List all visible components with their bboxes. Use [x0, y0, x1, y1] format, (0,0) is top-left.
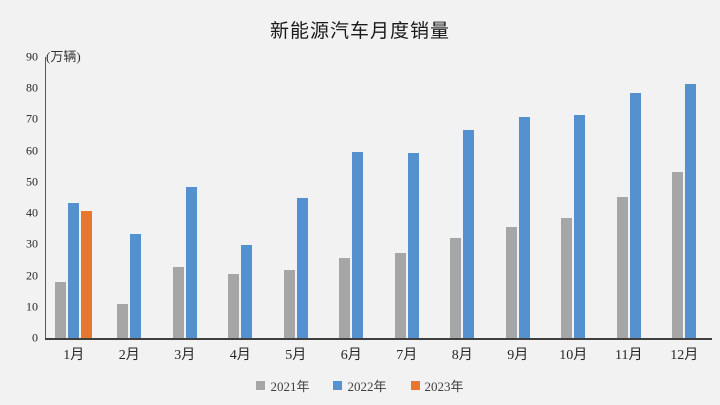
bar-2022年-8月 [463, 130, 475, 338]
bar-2022年-12月 [685, 84, 697, 338]
bar-2022年-6月 [352, 152, 364, 338]
legend-item-2023年: 2023年 [410, 376, 464, 395]
y-tick-label: 30 [26, 236, 38, 251]
y-tick-label: 80 [26, 80, 38, 95]
bar-group-2月 [102, 57, 158, 338]
legend-swatch-icon [333, 381, 343, 390]
bar-2021年-3月 [172, 267, 184, 338]
y-axis-unit-label: (万辆) [46, 49, 81, 64]
x-axis-label: 9月 [507, 348, 529, 363]
x-axis-label: 4月 [229, 348, 251, 363]
x-axis-line [45, 338, 712, 340]
x-axis-label: 2月 [118, 348, 140, 363]
y-tick-label: 20 [26, 268, 38, 283]
legend-label: 2023年 [424, 379, 464, 394]
legend: 2021年 2022年 2023年 [0, 376, 720, 395]
x-axis-label: 3月 [174, 348, 196, 363]
bar-2021年-11月 [616, 197, 628, 338]
bar-group-12月 [657, 57, 713, 338]
bar-2021年-7月 [394, 253, 406, 338]
legend-label: 2022年 [347, 379, 387, 394]
plot-area [46, 57, 712, 338]
bar-2022年-1月 [68, 203, 80, 338]
y-tick-label: 40 [26, 205, 38, 220]
y-tick-label: 60 [26, 143, 38, 158]
bar-2021年-4月 [228, 274, 240, 338]
bar-2022年-4月 [241, 245, 253, 338]
x-axis-label: 5月 [285, 348, 307, 363]
bar-2021年-1月 [55, 282, 67, 338]
bar-group-8月 [435, 57, 491, 338]
bar-group-7月 [379, 57, 435, 338]
bar-2022年-3月 [185, 187, 197, 338]
bar-2021年-5月 [283, 270, 295, 338]
y-tick-label: 50 [26, 174, 38, 189]
x-axis-label: 12月 [670, 348, 699, 363]
x-axis-label: 10月 [559, 348, 588, 363]
bar-2023年-1月 [81, 211, 93, 338]
y-tick-label: 0 [32, 330, 38, 345]
y-tick-label: 10 [26, 299, 38, 314]
bar-2021年-10月 [561, 218, 573, 338]
bar-group-10月 [546, 57, 602, 338]
x-axis-label: 11月 [615, 348, 643, 363]
legend-swatch-icon [410, 381, 420, 390]
y-tick-label: 70 [26, 111, 38, 126]
bar-2022年-10月 [574, 115, 586, 338]
bar-2022年-11月 [629, 93, 641, 338]
bar-group-3月 [157, 57, 213, 338]
legend-item-2022年: 2022年 [333, 376, 387, 395]
bar-2021年-2月 [117, 304, 129, 338]
bar-2022年-2月 [130, 234, 142, 338]
bar-2022年-9月 [518, 117, 530, 338]
bar-group-9月 [490, 57, 546, 338]
x-axis-label: 7月 [396, 348, 418, 363]
bar-group-4月 [213, 57, 269, 338]
legend-label: 2021年 [270, 379, 310, 394]
x-axis-label: 8月 [451, 348, 473, 363]
y-tick-label: 90 [26, 49, 38, 64]
chart-title: 新能源汽车月度销量 [269, 21, 450, 42]
bar-group-5月 [268, 57, 324, 338]
bar-2021年-6月 [339, 258, 351, 338]
bar-2021年-8月 [450, 238, 462, 338]
bar-group-11月 [601, 57, 657, 338]
bar-2021年-9月 [505, 227, 517, 338]
legend-item-2021年: 2021年 [256, 376, 309, 395]
legend-swatch-icon [256, 381, 266, 390]
x-axis-label: 6月 [340, 348, 362, 363]
bar-2021年-12月 [672, 172, 684, 338]
y-axis-line [45, 57, 46, 338]
x-axis-labels: 1月 2月 3月 4月 5月 6月 7月 8月 9月 10月 11月 12月 [46, 344, 712, 364]
bar-group-1月 [46, 57, 102, 338]
bar-2022年-7月 [407, 153, 419, 338]
bar-2022年-5月 [296, 198, 308, 338]
bar-group-6月 [324, 57, 380, 338]
x-axis-label: 1月 [63, 348, 85, 363]
